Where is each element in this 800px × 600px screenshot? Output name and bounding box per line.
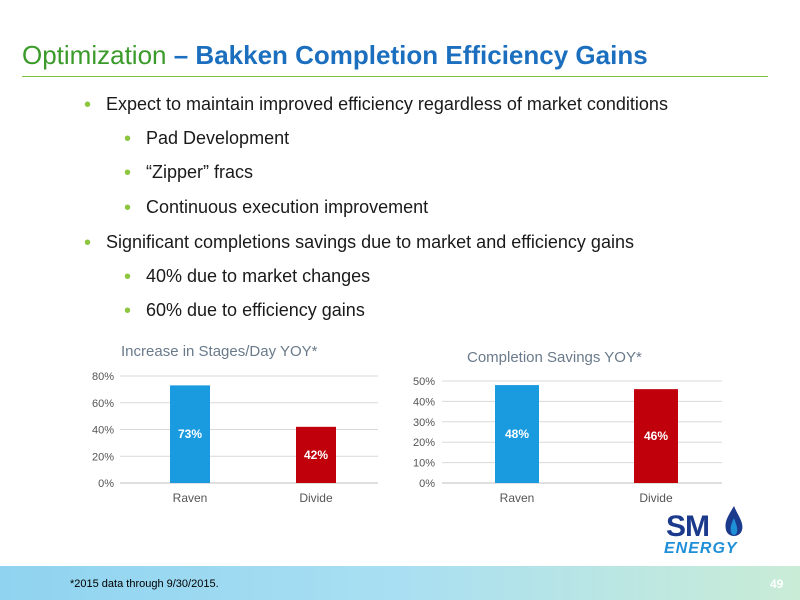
title-main: Bakken Completion Efficiency Gains: [195, 40, 648, 70]
y-tick-label: 80%: [92, 371, 114, 383]
category-label: Raven: [173, 491, 208, 505]
bullet-text: 60% due to efficiency gains: [146, 300, 365, 320]
chart-title: Increase in Stages/Day YOY*: [121, 343, 318, 360]
y-tick-label: 20%: [413, 437, 435, 449]
logo-text-bottom: ENERGY: [664, 540, 738, 557]
data-label: 73%: [178, 427, 202, 441]
flame-icon: [725, 506, 743, 536]
bullet-text: Expect to maintain improved efficiency r…: [106, 94, 668, 114]
y-tick-label: 60%: [92, 398, 114, 410]
bar: [170, 385, 210, 483]
y-tick-label: 30%: [413, 417, 435, 429]
bullet-dot-icon: •: [84, 232, 92, 254]
title-separator: –: [166, 40, 196, 70]
sub-bullet-item: • Pad Development: [124, 128, 290, 149]
bullet-text: Continuous execution improvement: [146, 197, 429, 217]
bullet-text: 40% due to market changes: [146, 266, 371, 286]
chart-title: Completion Savings YOY*: [467, 349, 642, 366]
logo-text-top: SM: [666, 510, 710, 543]
bullet-dot-icon: •: [124, 128, 132, 150]
page-number: 49: [770, 577, 784, 591]
data-label: 42%: [304, 448, 328, 462]
bullet-dot-icon: •: [124, 300, 132, 322]
bullet-text: Significant completions savings due to m…: [106, 232, 634, 252]
bullet-dot-icon: •: [124, 197, 132, 219]
sm-energy-logo: SM ENERGY: [660, 506, 750, 560]
bar: [495, 385, 539, 483]
title-rule: [22, 76, 768, 77]
footer-band: [0, 566, 800, 600]
bar: [296, 426, 336, 483]
bullet-dot-icon: •: [124, 162, 132, 184]
y-tick-label: 40%: [413, 396, 435, 408]
bar: [634, 389, 678, 483]
title-prefix: Optimization: [22, 40, 167, 70]
bullet-dot-icon: •: [84, 94, 92, 116]
category-label: Divide: [299, 491, 333, 505]
y-tick-label: 0%: [419, 478, 435, 490]
bullet-item: • Expect to maintain improved efficiency …: [84, 94, 668, 115]
bullet-dot-icon: •: [124, 266, 132, 288]
bullet-item: • Significant completions savings due to …: [84, 232, 634, 253]
data-label: 46%: [644, 429, 668, 443]
category-label: Raven: [500, 491, 535, 505]
slide-title: Optimization – Bakken Completion Efficie…: [22, 40, 648, 71]
y-tick-label: 20%: [92, 451, 114, 463]
data-label: 48%: [505, 427, 529, 441]
y-tick-label: 50%: [413, 376, 435, 388]
bullet-text: “Zipper” fracs: [146, 162, 254, 182]
sub-bullet-item: • 40% due to market changes: [124, 266, 371, 287]
sub-bullet-item: • Continuous execution improvement: [124, 197, 429, 218]
bullet-text: Pad Development: [146, 128, 290, 148]
footnote: *2015 data through 9/30/2015.: [70, 578, 219, 590]
category-label: Divide: [639, 491, 673, 505]
y-tick-label: 10%: [413, 458, 435, 470]
sub-bullet-item: • “Zipper” fracs: [124, 162, 254, 183]
sub-bullet-item: • 60% due to efficiency gains: [124, 300, 365, 321]
y-tick-label: 40%: [92, 425, 114, 437]
y-tick-label: 0%: [98, 478, 114, 490]
